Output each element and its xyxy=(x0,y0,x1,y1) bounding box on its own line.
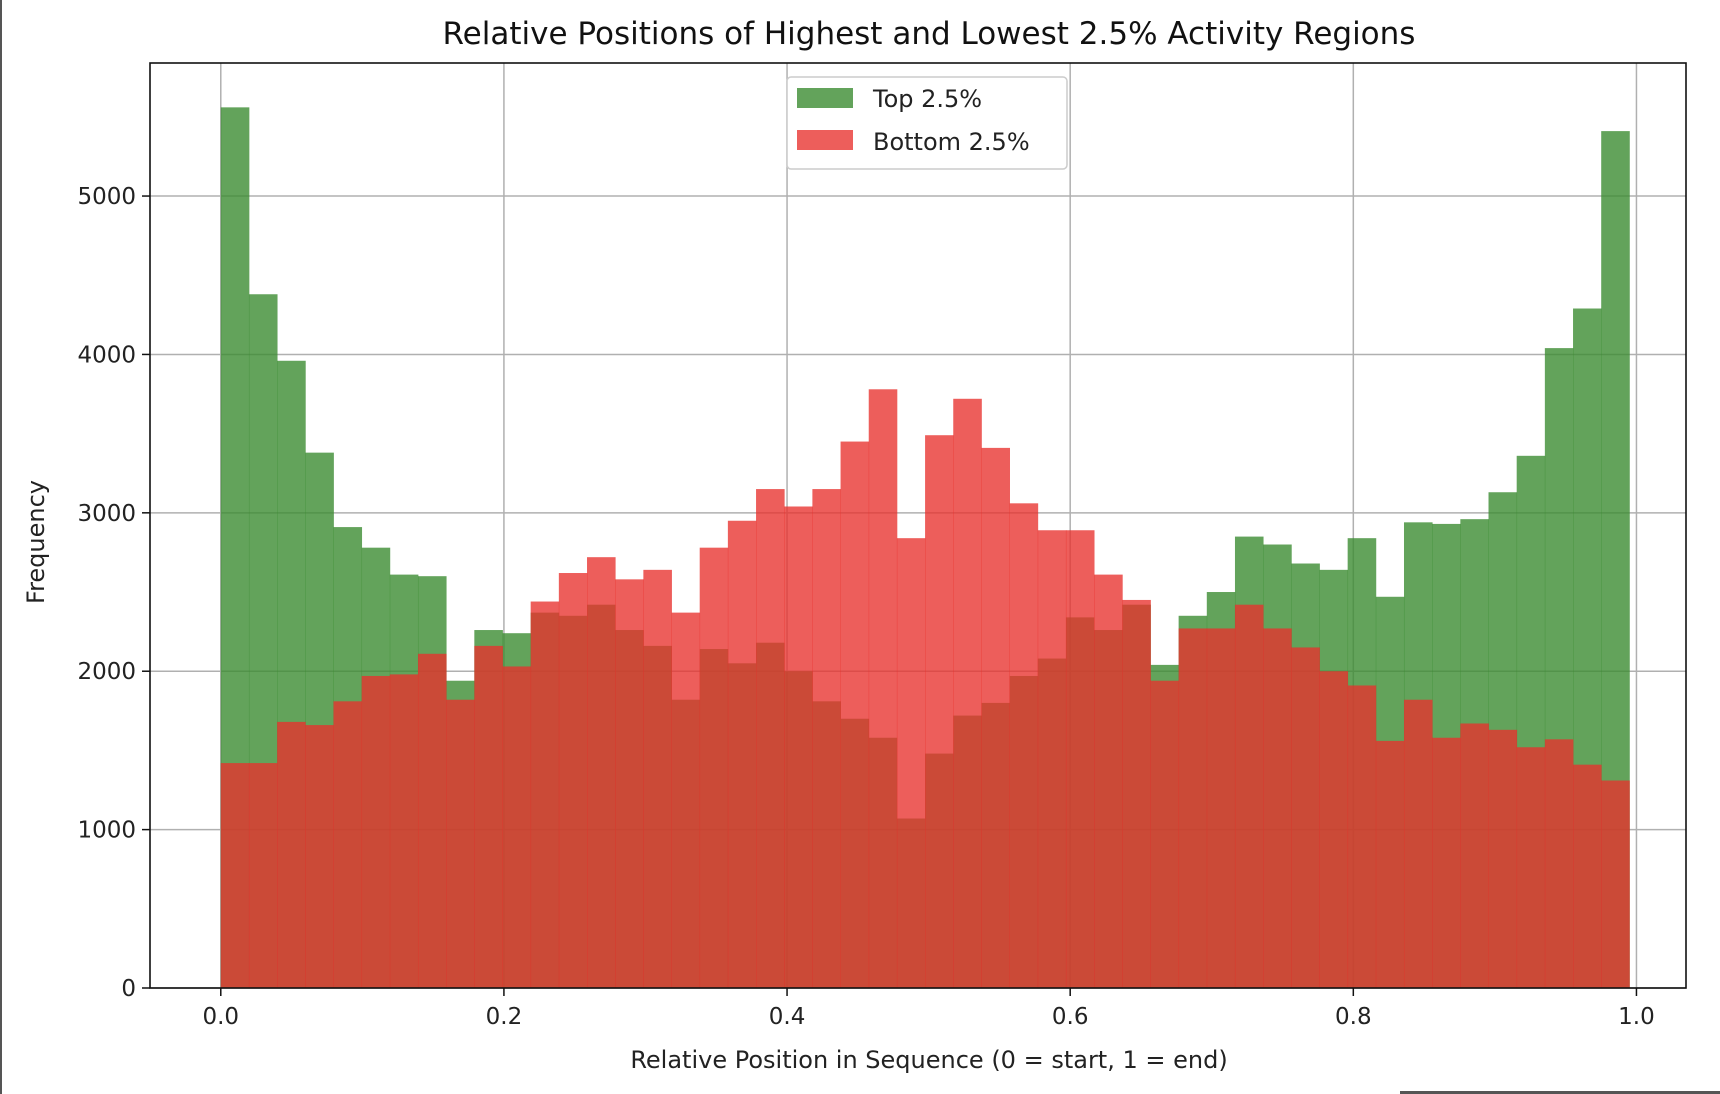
bottom-series-bar xyxy=(671,612,701,988)
bottom-series-bars xyxy=(220,389,1630,989)
bottom-series-bar xyxy=(1065,530,1095,988)
bottom-series-bar xyxy=(784,506,813,988)
bottom-series-bar xyxy=(896,538,926,988)
bottom-series-bar xyxy=(361,675,391,988)
plot-frame xyxy=(149,62,1687,989)
y-tick-label: 1000 xyxy=(77,818,136,844)
bottom-series-bar xyxy=(1403,699,1433,988)
bottom-series-bar xyxy=(1432,737,1461,988)
bottom-series-bar xyxy=(1037,530,1067,988)
legend: Top 2.5% Bottom 2.5% xyxy=(786,76,1068,170)
x-tick-label: 0.8 xyxy=(1335,1004,1372,1030)
bottom-series-bar xyxy=(1488,729,1518,988)
bottom-series-bar xyxy=(1544,739,1574,988)
bottom-series-bar xyxy=(389,674,419,988)
bottom-series-bar xyxy=(417,653,447,988)
x-tick-label: 1.0 xyxy=(1618,1004,1655,1030)
bottom-series-bar xyxy=(615,579,644,988)
bottom-series-bar xyxy=(1150,680,1180,988)
y-tick-label: 0 xyxy=(121,976,136,1002)
bottom-series-bar xyxy=(953,398,982,988)
bottom-series-bar xyxy=(727,520,757,988)
y-tick-label: 5000 xyxy=(77,184,136,210)
bottom-series-bar xyxy=(925,435,954,988)
x-axis-ticks: 0.0 0.2 0.4 0.6 0.8 1.0 xyxy=(202,988,1655,1030)
bottom-series-bar xyxy=(502,666,532,988)
frame-left-edge xyxy=(0,0,2,1094)
bottom-series-bar xyxy=(305,725,334,988)
y-axis-title: Frequency xyxy=(22,480,50,604)
bottom-series-bar xyxy=(558,573,588,988)
bottom-series-bar xyxy=(643,569,672,988)
y-axis-ticks: 0 1000 2000 3000 4000 5000 xyxy=(77,184,150,1002)
bottom-series-bar xyxy=(1122,599,1151,988)
legend-label-bottom: Bottom 2.5% xyxy=(873,128,1030,156)
x-tick-label: 0.4 xyxy=(769,1004,806,1030)
bottom-series-bar xyxy=(812,489,841,988)
y-tick-label: 4000 xyxy=(77,342,136,368)
bottom-series-bar xyxy=(248,763,278,988)
bottom-series-bar xyxy=(1460,723,1489,988)
y-tick-label: 3000 xyxy=(77,501,136,527)
legend-swatch-top xyxy=(797,88,853,108)
bottom-series-bar xyxy=(1263,628,1292,988)
x-axis-title: Relative Position in Sequence (0 = start… xyxy=(630,1046,1227,1074)
frame-bottom-edge xyxy=(1400,1091,1720,1094)
bottom-series-bar xyxy=(1094,574,1123,988)
bottom-series-bar xyxy=(1291,647,1320,988)
bottom-series-bar xyxy=(220,763,250,988)
bottom-series-bar xyxy=(587,557,616,988)
legend-label-top: Top 2.5% xyxy=(872,85,982,113)
bottom-series-bar xyxy=(756,489,785,988)
bottom-series-bar xyxy=(981,447,1010,989)
bottom-series-bar xyxy=(1178,628,1208,988)
bottom-series-bar xyxy=(1573,764,1602,988)
bottom-series-bar xyxy=(840,441,870,988)
bottom-series-bar xyxy=(474,645,503,988)
bottom-series-bar xyxy=(530,601,560,988)
bottom-series-bar xyxy=(1516,747,1546,988)
x-tick-label: 0.0 xyxy=(202,1004,239,1030)
bottom-series-bar xyxy=(1009,503,1039,988)
chart-title: Relative Positions of Highest and Lowest… xyxy=(443,16,1416,52)
bottom-series-bar xyxy=(333,701,363,988)
legend-swatch-bottom xyxy=(797,130,853,150)
legend-box xyxy=(786,76,1068,170)
bottom-series-bar xyxy=(1601,780,1630,988)
bottom-series-bar xyxy=(277,721,306,988)
y-tick-label: 2000 xyxy=(77,659,136,685)
bottom-series-bar xyxy=(1347,685,1377,988)
bottom-series-bar xyxy=(1375,740,1405,988)
bottom-series-bar xyxy=(446,699,475,988)
x-tick-label: 0.2 xyxy=(486,1004,523,1030)
bottom-series-bar xyxy=(1234,604,1264,988)
x-tick-label: 0.6 xyxy=(1052,1004,1089,1030)
bottom-series-bar xyxy=(1206,628,1236,988)
bottom-series-bar xyxy=(868,389,898,988)
bottom-series-bar xyxy=(1319,671,1349,988)
bottom-series-bar xyxy=(699,547,729,988)
